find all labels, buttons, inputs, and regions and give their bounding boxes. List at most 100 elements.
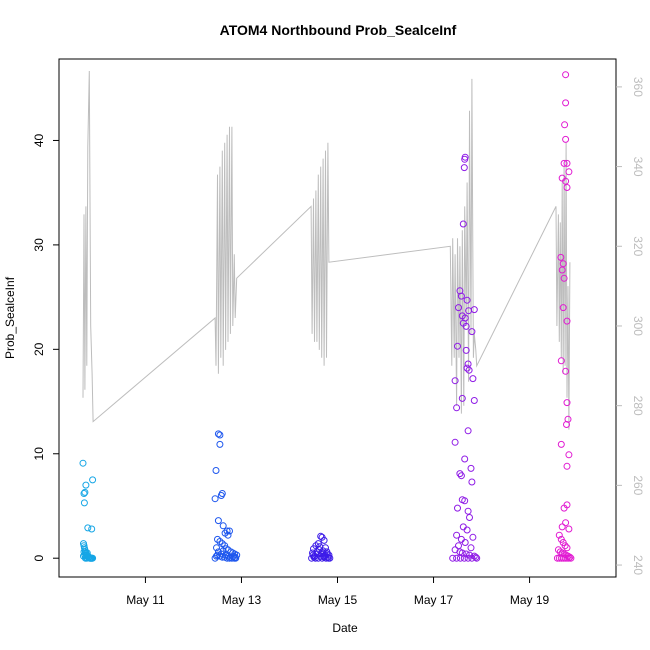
scatter-point <box>563 159 571 167</box>
scatter-point <box>453 531 461 539</box>
scatter-point <box>464 427 472 435</box>
scatter-point <box>562 99 570 107</box>
scatter-point <box>555 531 563 539</box>
scatter-point <box>563 544 571 552</box>
secondary-line-layer <box>82 70 571 430</box>
scatter-point <box>470 397 478 404</box>
scatter-point <box>565 554 573 562</box>
scatter-point <box>566 553 574 561</box>
chart-title: ATOM4 Northbound Prob_SealceInf <box>220 22 457 38</box>
scatter-point <box>557 253 565 261</box>
y-axis-label: Prob_SealceInf <box>3 276 17 359</box>
scatter-point <box>455 542 462 550</box>
scatter-point <box>82 481 90 489</box>
scatter-point <box>563 554 571 562</box>
scatter-point <box>231 553 239 561</box>
scatter-point <box>459 220 467 228</box>
scatter-point <box>457 535 465 543</box>
scatter-point <box>218 490 226 497</box>
scatter-point <box>560 504 568 512</box>
scatter-point <box>563 462 571 470</box>
scatter-point <box>461 153 469 161</box>
scatter-point <box>451 377 459 385</box>
plot-frame <box>58 58 617 578</box>
scatter-point <box>453 554 461 562</box>
scatter-point <box>80 490 88 497</box>
scatter-point <box>319 549 327 557</box>
scatter-point <box>214 430 222 438</box>
scatter-point <box>316 543 324 551</box>
x-tick-label: May 15 <box>318 593 358 607</box>
scatter-point <box>320 536 328 544</box>
y2-tick-label: 360 <box>631 77 645 97</box>
scatter-point <box>89 476 97 484</box>
scatter-point <box>472 553 480 561</box>
scatter-point <box>462 346 470 354</box>
scatter-point <box>562 71 570 79</box>
scatter-point <box>462 550 470 558</box>
scatter-point <box>460 554 468 562</box>
scatter-point <box>323 550 331 558</box>
scatter-point <box>457 472 465 480</box>
secondary-series-line <box>82 70 571 430</box>
y-tick-label: 30 <box>32 238 46 252</box>
y2-tick-label: 240 <box>631 555 645 575</box>
x-tick-label: May 11 <box>126 593 165 607</box>
scatter-point <box>468 554 476 562</box>
scatter-point <box>83 549 91 557</box>
scatter-points-layer <box>79 71 575 562</box>
x-axis: May 11 May 13 May 15 May 17 May 19 <box>126 577 550 607</box>
scatter-point <box>460 164 468 172</box>
scatter-point <box>562 177 570 185</box>
scatter-point <box>464 507 472 515</box>
scatter-point <box>81 488 89 496</box>
scatter-point <box>558 523 566 531</box>
scatter-point <box>214 517 222 525</box>
scatter-point <box>467 544 475 552</box>
y2-tick-label: 320 <box>631 236 645 256</box>
scatter-point <box>467 464 475 472</box>
scatter-point <box>463 296 471 304</box>
scatter-point <box>565 168 573 176</box>
scatter-point <box>213 544 220 552</box>
scatter-point <box>562 519 570 527</box>
scatter-point <box>80 499 88 507</box>
scatter-point <box>212 467 220 474</box>
scatter-point <box>462 322 470 330</box>
scatter-point <box>563 399 571 407</box>
scatter-point <box>451 438 459 446</box>
scatter-point <box>449 554 457 562</box>
scatter-point <box>455 304 462 312</box>
scatter-point <box>560 274 568 282</box>
scatter-point <box>565 525 573 533</box>
scatter-point <box>456 470 464 478</box>
scatter-point <box>211 495 219 503</box>
scatter-point <box>473 554 481 562</box>
scatter-point <box>453 404 461 412</box>
scatter-point <box>223 527 231 535</box>
x-tick-label: May 13 <box>222 593 262 607</box>
y2-tick-label: 340 <box>631 157 645 177</box>
scatter-point <box>557 440 565 448</box>
y-tick-label: 20 <box>32 342 46 356</box>
scatter-point <box>463 364 471 372</box>
scatter-point <box>226 527 233 535</box>
scatter-point <box>456 554 464 562</box>
scatter-point <box>468 478 476 486</box>
scatter-point <box>88 525 96 533</box>
scatter-point <box>221 529 229 537</box>
scatter-point <box>560 159 568 167</box>
scatter-point <box>469 375 477 383</box>
scatter-point <box>461 539 469 546</box>
scatter-point <box>461 455 469 463</box>
scatter-point <box>459 523 467 531</box>
scatter-point <box>454 504 461 512</box>
scatter-point <box>559 304 567 312</box>
scatter-point <box>469 533 477 541</box>
scatter-point <box>463 526 471 534</box>
scatter-point <box>557 357 565 365</box>
y2-tick-label: 280 <box>631 396 645 416</box>
scatter-point <box>562 367 570 375</box>
x-tick-label: May 19 <box>510 593 550 607</box>
